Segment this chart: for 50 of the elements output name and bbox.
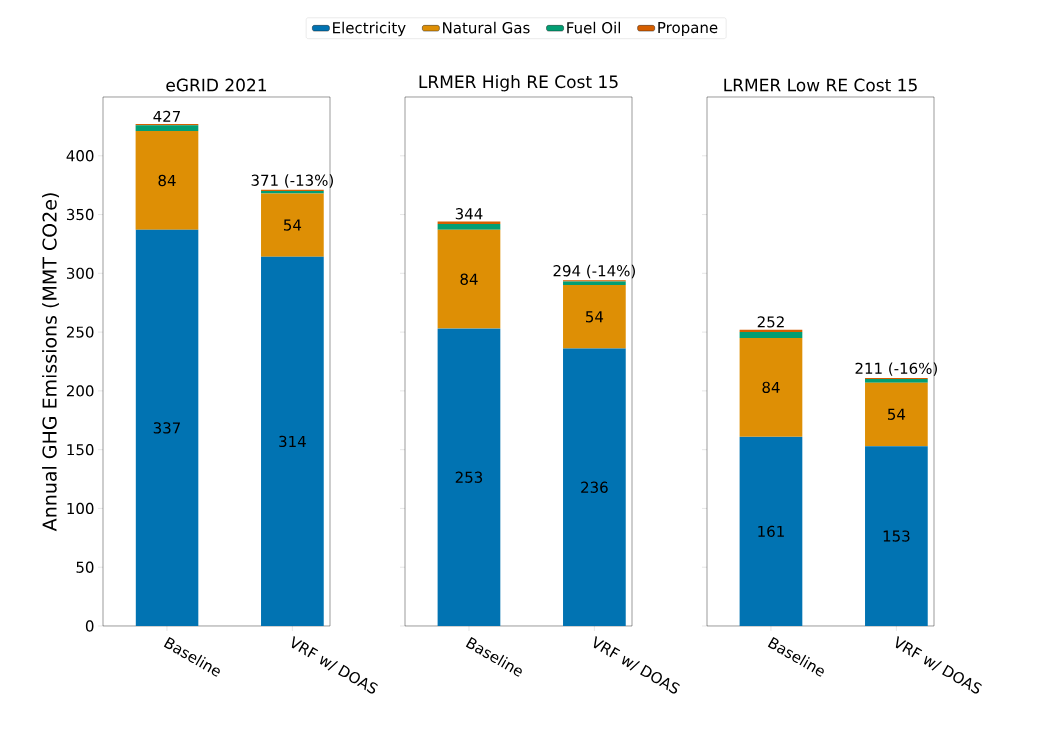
- bar: [865, 446, 928, 626]
- data-label: 54: [586, 311, 604, 323]
- chart-title: LRMER High RE Cost 15: [419, 75, 618, 92]
- data-label: 84: [460, 273, 478, 285]
- y-tick-label: 150: [67, 443, 94, 456]
- y-tick-label: 400: [66, 150, 94, 162]
- legend-label: Natural Gas: [443, 21, 530, 34]
- bar: [739, 337, 803, 437]
- data-label: 153: [883, 530, 910, 542]
- total-label: 211 (-16%): [855, 362, 937, 376]
- y-tick-label: 100: [67, 502, 94, 515]
- data-label: 337: [153, 422, 180, 434]
- total-label: 371 (-13%): [251, 174, 333, 188]
- data-label: 84: [158, 174, 176, 187]
- data-label: 253: [455, 471, 483, 483]
- bar: [135, 131, 199, 230]
- y-tick-label: 350: [66, 208, 94, 221]
- y-tick-label: 0: [85, 620, 94, 632]
- bar: [563, 285, 626, 349]
- total-label: 294 (-14%): [553, 264, 635, 279]
- bar: [865, 382, 928, 447]
- bar: [135, 125, 199, 132]
- y-tick-label: 200: [66, 385, 94, 397]
- data-label: 314: [279, 435, 306, 448]
- y-tick-label: 50: [76, 561, 94, 573]
- bar: [437, 328, 501, 626]
- data-label: 84: [762, 381, 780, 394]
- data-label: 54: [284, 219, 302, 231]
- y-tick-label: 250: [66, 326, 94, 338]
- data-label: 54: [888, 408, 906, 420]
- bar: [261, 256, 324, 626]
- bar: [739, 332, 803, 338]
- legend-label: Propane: [658, 22, 718, 37]
- legend-label: Electricity: [333, 21, 406, 37]
- total-label: 427: [153, 110, 180, 122]
- total-label: 252: [757, 316, 784, 328]
- legend-label: Fuel Oil: [567, 21, 621, 34]
- chart-title: eGRID 2021: [166, 78, 267, 92]
- data-label: 161: [758, 525, 784, 538]
- bar: [437, 223, 501, 230]
- chart-title: LRMER Low RE Cost 15: [724, 78, 917, 92]
- bar: [437, 229, 501, 329]
- total-label: 344: [455, 208, 483, 220]
- y-axis-title: Annual GHG Emissions (MMT CO2e): [42, 193, 59, 532]
- y-tick-label: 300: [66, 267, 94, 279]
- bar: [563, 348, 626, 626]
- data-label: 236: [581, 481, 608, 493]
- bar: [739, 436, 803, 626]
- bar: [261, 193, 324, 257]
- bar: [135, 229, 199, 626]
